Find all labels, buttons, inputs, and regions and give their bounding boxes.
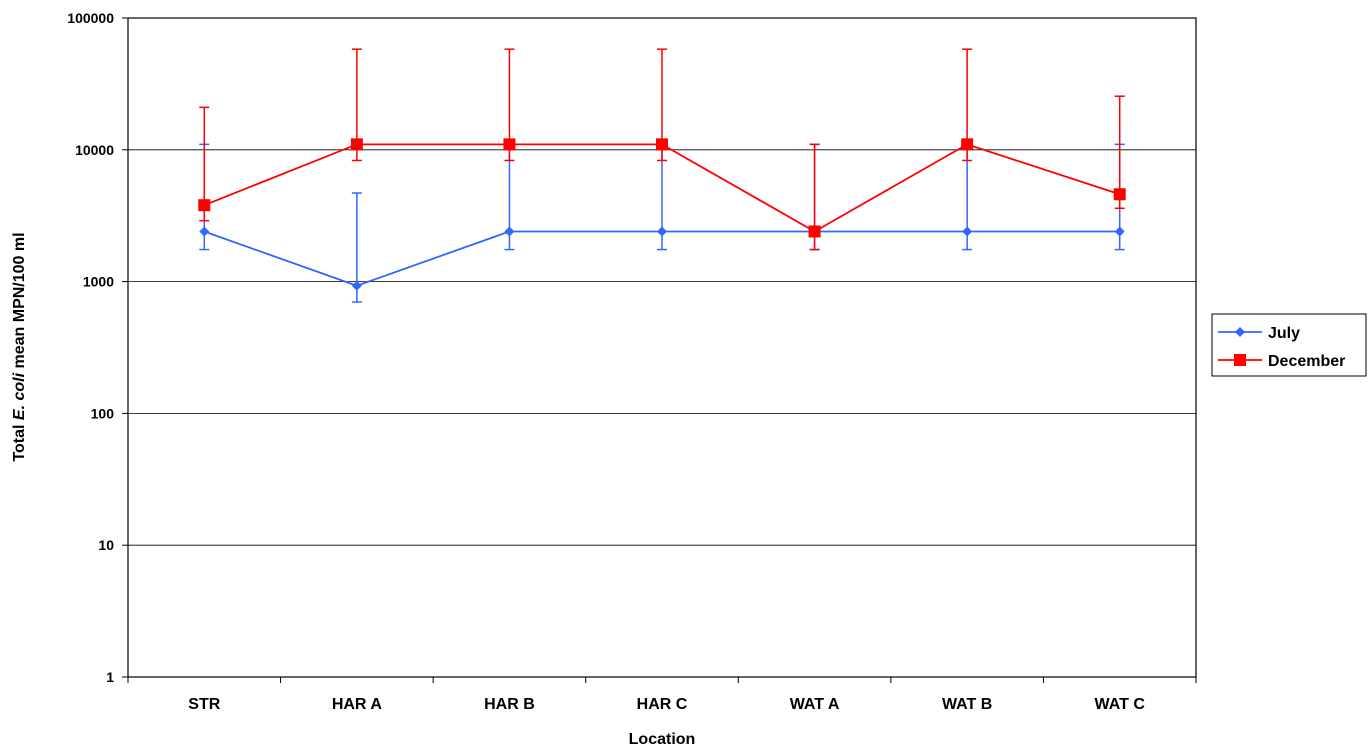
legend-marker: [1234, 354, 1246, 366]
data-point: [1113, 188, 1126, 201]
legend-entry-july: July: [1218, 325, 1300, 342]
y-tick-label: 10000: [75, 142, 114, 158]
data-point: [504, 226, 515, 237]
data-point: [199, 226, 210, 237]
data-point: [351, 280, 362, 291]
data-point: [656, 138, 668, 151]
data-point: [961, 138, 974, 151]
series-december: [198, 48, 1126, 251]
data-point: [1114, 226, 1125, 237]
x-tick-label: STR: [188, 696, 220, 713]
y-tick-label: 10: [98, 537, 114, 553]
data-point: [808, 225, 821, 238]
x-tick-label: HAR A: [332, 696, 383, 713]
series: [198, 48, 1126, 303]
y-tick-label: 1: [106, 669, 114, 685]
data-point: [657, 226, 667, 237]
y-tick-label: 100: [91, 405, 115, 421]
legend-entry-december: December: [1218, 353, 1345, 370]
data-point: [198, 199, 211, 212]
y-tick-label: 1000: [83, 274, 114, 290]
y-axis-label: Total E. coli mean MPN/100 ml: [11, 232, 28, 461]
axes: 1 10 100 1000 10000 100000 STR HAR A HAR B HAR C W…: [67, 10, 1197, 713]
legend-marker: [1235, 327, 1245, 337]
x-tick-label: WAT C: [1095, 696, 1146, 713]
x-tick-label: WAT B: [942, 696, 992, 713]
data-point: [350, 138, 363, 151]
y-tick-label: 100000: [67, 10, 114, 26]
data-point: [503, 138, 516, 151]
legend-label: July: [1268, 325, 1300, 342]
data-point: [962, 226, 973, 237]
x-axis-label: Location: [629, 731, 696, 748]
x-tick-label: WAT A: [790, 696, 840, 713]
x-tick-label: HAR C: [637, 696, 688, 713]
legend-label: December: [1268, 353, 1345, 370]
x-tick-label: HAR B: [484, 696, 535, 713]
legend: July December: [1211, 313, 1367, 377]
